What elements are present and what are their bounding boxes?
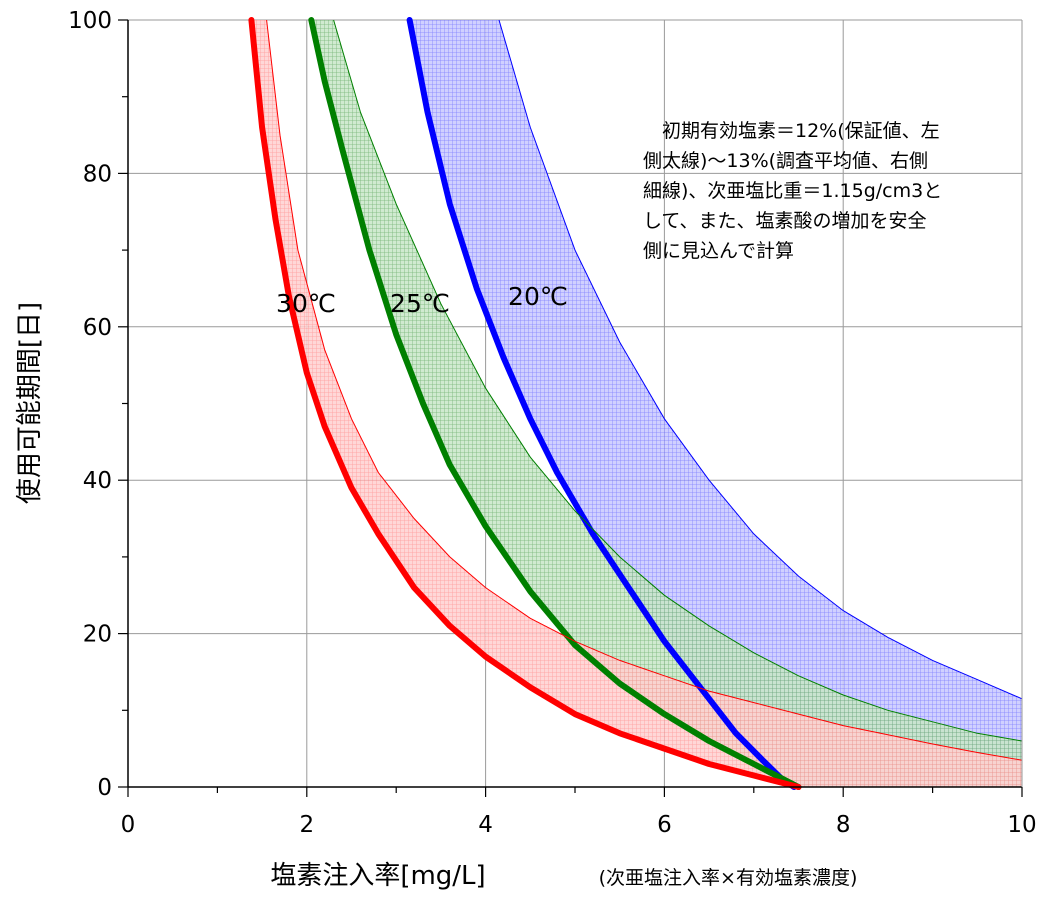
- x-tick-label: 0: [121, 812, 136, 838]
- series-label: 30℃: [276, 289, 336, 318]
- y-tick-label: 80: [83, 161, 112, 187]
- annotation-line: 側に見込んで計算: [643, 240, 794, 262]
- annotation-line: 細線)、次亜塩比重＝1.15g/cm3と: [643, 180, 942, 202]
- x-tick-label: 10: [1007, 812, 1036, 838]
- x-axis-title: 塩素注入率[mg/L]: [270, 861, 485, 891]
- y-tick-label: 60: [83, 315, 112, 341]
- series-label: 25℃: [390, 289, 450, 318]
- annotation-line: 初期有効塩素＝12%(保証値、左: [662, 120, 940, 142]
- y-tick-label: 100: [68, 8, 112, 34]
- y-tick-label: 20: [83, 622, 112, 648]
- x-tick-label: 2: [299, 812, 314, 838]
- annotation-line: 側太線)～13%(調査平均値、右側: [643, 150, 928, 172]
- series-label: 20℃: [508, 282, 568, 311]
- y-axis-title: 使用可能期間[日]: [15, 302, 45, 504]
- x-tick-label: 6: [657, 812, 672, 838]
- x-tick-label: 8: [836, 812, 851, 838]
- x-axis-note: (次亜塩注入率×有効塩素濃度): [599, 867, 858, 889]
- x-tick-label: 4: [478, 812, 493, 838]
- y-tick-label: 0: [97, 775, 112, 801]
- annotation-line: して、また、塩素酸の増加を安全: [643, 210, 926, 232]
- y-tick-label: 40: [83, 468, 112, 494]
